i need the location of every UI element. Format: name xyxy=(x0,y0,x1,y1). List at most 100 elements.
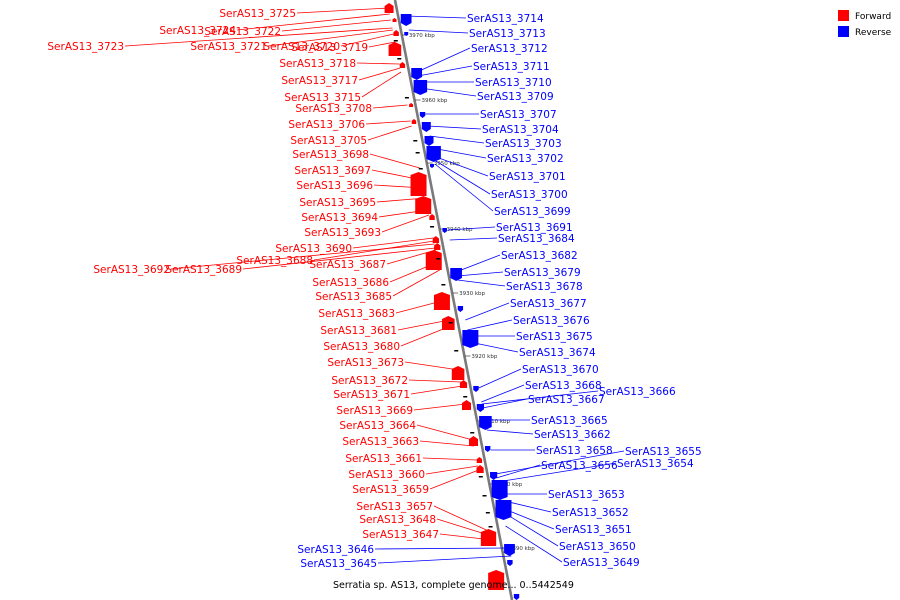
forward-label-connector xyxy=(408,379,462,383)
forward-label-connector xyxy=(356,62,400,65)
reverse-gene-label: SerAS13_3649 xyxy=(563,557,640,569)
reverse-gene-label: SerAS13_3662 xyxy=(534,429,611,441)
forward-gene-label: SerAS13_3706 xyxy=(288,119,365,131)
feature-marker xyxy=(393,40,398,42)
tick-label: 3930 kbp xyxy=(459,291,485,297)
forward-gene-label: SerAS13_3692 xyxy=(93,264,170,276)
tick-label: 3890 kbp xyxy=(509,546,535,552)
forward-gene-label: SerAS13_3688 xyxy=(236,255,313,267)
reverse-gene-label: SerAS13_3691 xyxy=(496,222,573,234)
forward-gene-feature xyxy=(411,119,417,124)
reverse-gene-label: SerAS13_3676 xyxy=(513,315,590,327)
reverse-label-connector xyxy=(420,87,477,97)
reverse-label-connector xyxy=(408,29,469,34)
forward-gene-label: SerAS13_3683 xyxy=(318,308,395,320)
feature-marker xyxy=(418,168,423,170)
gene-features xyxy=(384,3,520,600)
forward-gene-feature xyxy=(476,457,483,463)
forward-gene-feature xyxy=(476,465,484,473)
forward-label-connector xyxy=(381,214,430,233)
reverse-label-connector xyxy=(481,390,599,405)
reverse-gene-label: SerAS13_3677 xyxy=(510,298,587,310)
forward-label-connector xyxy=(296,7,389,14)
forward-gene-label: SerAS13_3661 xyxy=(345,453,422,465)
legend-forward-label: Forward xyxy=(855,12,891,22)
forward-label-connector xyxy=(429,469,479,490)
reverse-label-connector xyxy=(495,450,625,475)
forward-gene-feature xyxy=(384,3,394,13)
forward-label-connector xyxy=(365,120,411,125)
feature-marker xyxy=(441,284,446,286)
forward-gene-feature xyxy=(480,529,497,546)
reverse-gene-feature xyxy=(476,404,484,412)
reverse-gene-feature xyxy=(421,122,431,132)
reverse-label-connector xyxy=(433,155,489,177)
forward-label-connector xyxy=(392,269,440,297)
reverse-gene-label: SerAS13_3646 xyxy=(297,544,374,556)
reverse-gene-label: SerAS13_3652 xyxy=(552,507,629,519)
forward-label-connector xyxy=(369,153,420,169)
forward-gene-label: SerAS13_3664 xyxy=(339,420,416,432)
forward-label-connector xyxy=(242,247,436,270)
forward-label-connector xyxy=(352,237,434,249)
reverse-label-connector xyxy=(429,135,485,144)
forward-gene-label: SerAS13_3693 xyxy=(304,227,381,239)
forward-label-connector xyxy=(368,41,396,48)
reverse-gene-feature xyxy=(426,146,441,162)
reverse-gene-label: SerAS13_3651 xyxy=(555,524,632,536)
reverse-gene-label: SerAS13_3684 xyxy=(498,233,575,245)
reverse-label-connector xyxy=(502,511,559,547)
forward-gene-label: SerAS13_3659 xyxy=(352,484,429,496)
forward-gene-feature xyxy=(410,172,427,196)
reverse-label-connector xyxy=(467,319,513,331)
reverse-gene-feature xyxy=(473,386,479,392)
reverse-gene-feature xyxy=(507,560,513,566)
reverse-gene-feature xyxy=(495,500,512,520)
tick-label: 3960 kbp xyxy=(422,98,448,104)
reverse-gene-feature xyxy=(429,164,434,168)
forward-gene-label: SerAS13_3725 xyxy=(219,8,296,20)
reverse-gene-label: SerAS13_3709 xyxy=(477,91,554,103)
feature-marker xyxy=(482,495,487,497)
forward-gene-feature xyxy=(429,214,435,220)
forward-label-connector xyxy=(397,319,450,331)
reverse-label-connector xyxy=(374,547,510,550)
forward-label-connector xyxy=(340,33,394,47)
genome-caption: Serratia sp. AS13, complete genome... 0.… xyxy=(333,580,574,591)
forward-gene-label: SerAS13_3689 xyxy=(165,264,242,276)
reverse-gene-label: SerAS13_3666 xyxy=(599,386,676,398)
tick-label: 3970 kbp xyxy=(409,33,435,39)
forward-label-connector xyxy=(404,361,460,371)
reverse-gene-label: SerAS13_3710 xyxy=(475,77,552,89)
reverse-gene-label: SerAS13_3650 xyxy=(559,541,636,553)
reverse-gene-label: SerAS13_3701 xyxy=(489,171,566,183)
tick-label: 3920 kbp xyxy=(471,354,497,360)
forward-gene-feature xyxy=(434,243,441,250)
reverse-label-connector xyxy=(416,47,471,73)
reverse-label-connector xyxy=(417,65,473,77)
feature-marker xyxy=(436,258,441,260)
forward-gene-label: SerAS13_3705 xyxy=(290,135,367,147)
tick-label: 3910 kbp xyxy=(484,419,510,425)
forward-gene-feature xyxy=(415,196,432,214)
reverse-label-connector xyxy=(481,384,525,403)
reverse-gene-label: SerAS13_3682 xyxy=(501,250,578,262)
forward-gene-feature xyxy=(469,436,479,446)
reverse-gene-label: SerAS13_3655 xyxy=(625,446,702,458)
forward-gene-label: SerAS13_3671 xyxy=(333,389,410,401)
reverse-gene-feature xyxy=(442,228,447,233)
forward-gene-feature xyxy=(399,62,406,68)
reverse-label-connector xyxy=(455,254,501,273)
forward-label-connector xyxy=(413,403,466,411)
reverse-gene-label: SerAS13_3711 xyxy=(473,61,550,73)
reverse-gene-label: SerAS13_3665 xyxy=(531,415,608,427)
reverse-gene-feature xyxy=(513,594,520,600)
tick-label: 3900 kbp xyxy=(496,482,522,488)
forward-gene-feature xyxy=(432,236,440,243)
forward-gene-feature xyxy=(433,292,450,310)
forward-label-connector xyxy=(281,19,391,32)
reverse-gene-feature xyxy=(404,32,409,36)
forward-gene-label: SerAS13_3718 xyxy=(279,58,356,70)
forward-gene-label: SerAS13_3694 xyxy=(301,212,378,224)
forward-label-connector xyxy=(170,243,435,270)
